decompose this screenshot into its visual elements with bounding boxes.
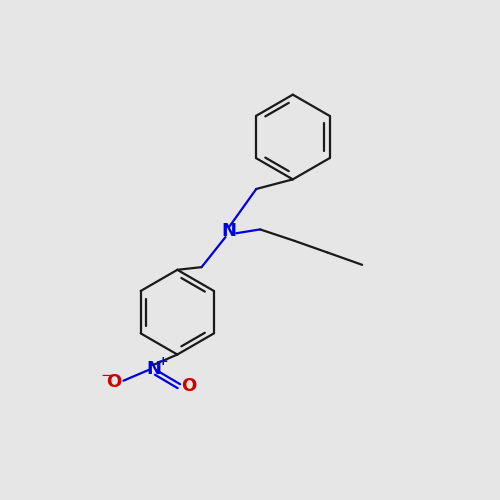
Text: N: N [222, 222, 237, 240]
Text: −: − [101, 368, 114, 383]
Text: O: O [106, 373, 122, 391]
Text: O: O [181, 377, 196, 395]
Text: N: N [146, 360, 161, 378]
Text: +: + [158, 354, 168, 368]
